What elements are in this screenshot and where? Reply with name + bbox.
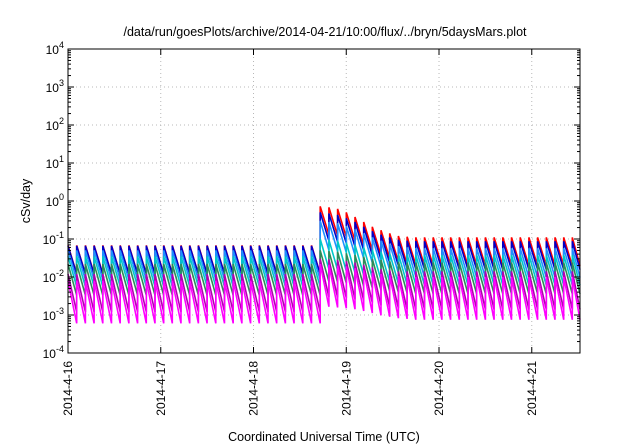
y-tick-label: 10-2 xyxy=(43,268,64,285)
series-line-7 xyxy=(67,263,581,324)
y-tick-label: 104 xyxy=(46,40,64,57)
x-tick-label: 2014-4-17 xyxy=(154,361,168,416)
chart-title: /data/run/goesPlots/archive/2014-04-21/1… xyxy=(123,25,527,39)
y-tick-label: 102 xyxy=(46,116,64,133)
y-axis-label: cSv/day xyxy=(19,178,33,223)
y-tick-label: 10-4 xyxy=(43,344,64,361)
x-tick-label: 2014-4-20 xyxy=(432,361,446,416)
series-group xyxy=(67,206,581,324)
y-tick-label: 103 xyxy=(46,78,64,95)
x-tick-label: 2014-4-16 xyxy=(61,361,75,416)
axis-ticks xyxy=(67,48,580,354)
x-axis-label: Coordinated Universal Time (UTC) xyxy=(228,430,420,444)
y-tick-label: 100 xyxy=(46,192,64,209)
y-tick-label: 10-3 xyxy=(43,306,64,323)
y-tick-label: 101 xyxy=(46,154,64,171)
x-tick-label: 2014-4-18 xyxy=(247,361,261,416)
y-tick-labels: 10-4 10-3 10-2 10-1 100 101 102 103 104 xyxy=(43,40,64,361)
y-tick-label: 10-1 xyxy=(43,230,64,247)
x-tick-label: 2014-4-21 xyxy=(525,361,539,416)
x-tick-labels: 2014-4-16 2014-4-17 2014-4-18 2014-4-19 2014… xyxy=(61,361,539,416)
x-tick-label: 2014-4-19 xyxy=(339,361,353,416)
